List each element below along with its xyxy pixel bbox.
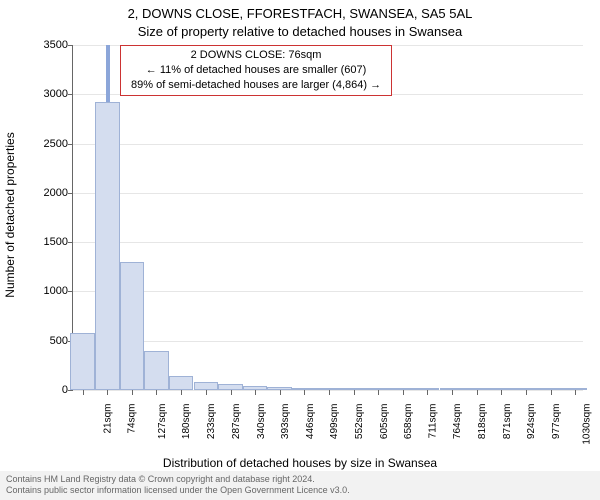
annotation-box: 2 DOWNS CLOSE: 76sqm ← 11% of detached h… <box>120 45 392 96</box>
xtick-label: 552sqm <box>354 404 365 440</box>
xtick-mark <box>403 390 404 395</box>
gridline <box>73 291 583 292</box>
ytick-label: 2500 <box>28 138 68 150</box>
xtick-mark <box>427 390 428 395</box>
xtick-mark <box>156 390 157 395</box>
ytick-mark <box>68 144 73 145</box>
bar <box>144 351 169 390</box>
xtick-label: 127sqm <box>157 404 168 440</box>
bar <box>218 384 243 390</box>
xtick-mark <box>452 390 453 395</box>
gridline <box>73 193 583 194</box>
xtick-mark <box>477 390 478 395</box>
xtick-mark <box>107 390 108 395</box>
xtick-mark <box>304 390 305 395</box>
bar <box>243 386 268 390</box>
ytick-mark <box>68 291 73 292</box>
xtick-label: 871sqm <box>502 404 513 440</box>
xtick-label: 818sqm <box>477 404 488 440</box>
xtick-label: 1030sqm <box>581 404 592 445</box>
xtick-label: 21sqm <box>102 404 113 434</box>
bar <box>538 388 563 390</box>
xtick-label: 711sqm <box>427 404 438 439</box>
xtick-label: 287sqm <box>231 404 242 440</box>
xtick-mark <box>280 390 281 395</box>
ytick-mark <box>68 94 73 95</box>
xtick-label: 924sqm <box>526 404 537 440</box>
xtick-mark <box>231 390 232 395</box>
gridline <box>73 341 583 342</box>
bar <box>194 382 219 390</box>
bar <box>563 388 588 390</box>
bar <box>95 102 120 390</box>
bar <box>292 388 317 390</box>
bar <box>70 333 95 390</box>
xtick-mark <box>181 390 182 395</box>
xtick-mark <box>501 390 502 395</box>
annotation-line1: 2 DOWNS CLOSE: 76sqm <box>131 48 381 63</box>
xtick-label: 764sqm <box>452 404 463 440</box>
ytick-label: 2000 <box>28 187 68 199</box>
ytick-mark <box>68 45 73 46</box>
xtick-mark <box>206 390 207 395</box>
xtick-label: 393sqm <box>280 404 291 440</box>
bar <box>489 388 514 390</box>
footer-line1: Contains HM Land Registry data © Crown c… <box>6 474 594 486</box>
bar <box>341 388 366 390</box>
xtick-mark <box>354 390 355 395</box>
ytick-mark <box>68 390 73 391</box>
ytick-mark <box>68 242 73 243</box>
footer: Contains HM Land Registry data © Crown c… <box>0 471 600 500</box>
xtick-mark <box>378 390 379 395</box>
ytick-mark <box>68 193 73 194</box>
ytick-label: 1000 <box>28 285 68 297</box>
ytick-label: 500 <box>28 335 68 347</box>
y-axis-label: Number of detached properties <box>3 132 17 297</box>
address-title: 2, DOWNS CLOSE, FFORESTFACH, SWANSEA, SA… <box>0 6 600 21</box>
bar <box>514 388 539 390</box>
xtick-mark <box>255 390 256 395</box>
xtick-mark <box>329 390 330 395</box>
xtick-label: 180sqm <box>182 404 193 440</box>
xtick-mark <box>526 390 527 395</box>
ytick-label: 0 <box>28 384 68 396</box>
bar <box>440 388 465 390</box>
subtitle: Size of property relative to detached ho… <box>0 24 600 39</box>
xtick-label: 74sqm <box>127 404 138 434</box>
xtick-mark <box>575 390 576 395</box>
xtick-label: 977sqm <box>551 404 562 440</box>
footer-line2: Contains public sector information licen… <box>6 485 594 497</box>
xtick-label: 658sqm <box>403 404 414 440</box>
bar <box>465 388 490 390</box>
ytick-label: 3000 <box>28 88 68 100</box>
ytick-label: 3500 <box>28 39 68 51</box>
annotation-line2: ← 11% of detached houses are smaller (60… <box>131 63 381 78</box>
bar <box>267 387 292 390</box>
annotation-line3: 89% of semi-detached houses are larger (… <box>131 78 381 93</box>
xtick-label: 605sqm <box>379 404 390 440</box>
gridline <box>73 144 583 145</box>
bar <box>390 388 415 390</box>
xtick-label: 446sqm <box>305 404 316 440</box>
bar <box>169 376 194 390</box>
bar <box>366 388 391 390</box>
bar <box>317 388 342 390</box>
xtick-label: 340sqm <box>256 404 267 440</box>
bar <box>415 388 440 390</box>
xtick-mark <box>83 390 84 395</box>
bar <box>120 262 145 390</box>
xtick-label: 499sqm <box>329 404 340 440</box>
plot-area <box>72 45 583 391</box>
xtick-mark <box>551 390 552 395</box>
ytick-label: 1500 <box>28 236 68 248</box>
xtick-mark <box>132 390 133 395</box>
xtick-label: 233sqm <box>206 404 217 440</box>
gridline <box>73 242 583 243</box>
x-axis-label: Distribution of detached houses by size … <box>0 456 600 470</box>
